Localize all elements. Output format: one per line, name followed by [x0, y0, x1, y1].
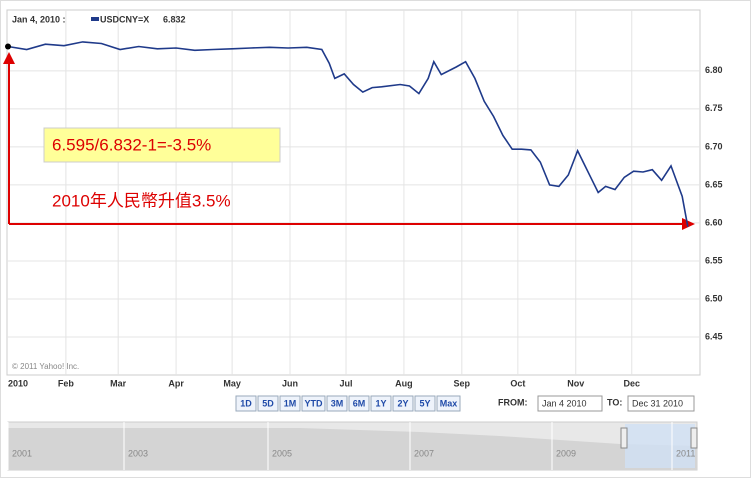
y-tick-label: 6.75: [705, 103, 723, 113]
x-tick-label: Dec: [624, 378, 641, 388]
x-tick-label: Sep: [454, 378, 471, 388]
range-button[interactable]: [235, 395, 257, 412]
navigator-window[interactable]: [625, 424, 695, 468]
navigator-year: 2005: [272, 448, 292, 458]
x-tick-label: Nov: [567, 378, 584, 388]
range-button[interactable]: [392, 395, 414, 412]
y-tick-label: 6.50: [705, 293, 723, 303]
copyright: © 2011 Yahoo! Inc.: [12, 362, 79, 371]
range-button[interactable]: [348, 395, 370, 412]
y-tick-label: 6.80: [705, 65, 723, 75]
y-tick-label: 6.55: [705, 255, 723, 265]
range-label: 1D: [240, 398, 252, 408]
navigator-handle[interactable]: [620, 427, 628, 449]
x-tick-label: May: [223, 378, 241, 388]
range-label: 2Y: [397, 398, 408, 408]
header-date: Jan 4, 2010 :: [12, 14, 66, 24]
y-tick-label: 6.60: [705, 217, 723, 227]
from-input[interactable]: [537, 395, 603, 412]
range-button[interactable]: [326, 395, 348, 412]
range-label: Max: [440, 398, 458, 408]
x-tick-label: Aug: [395, 378, 413, 388]
range-button[interactable]: [279, 395, 301, 412]
price-line: [7, 41, 689, 227]
x-tick-label: Jul: [340, 378, 353, 388]
navigator-year: 2009: [556, 448, 576, 458]
x-tick-label: Apr: [168, 378, 184, 388]
range-button[interactable]: [301, 395, 326, 412]
legend-value: 6.832: [163, 14, 186, 24]
navigator-year: 2001: [12, 448, 32, 458]
from-date: Jan 4 2010: [542, 398, 587, 408]
navigator-year: 2007: [414, 448, 434, 458]
from-label: FROM:: [498, 397, 528, 407]
to-date: Dec 31 2010: [632, 398, 683, 408]
annotation: 6.595/6.832-1=-3.5%: [52, 135, 211, 154]
y-tick-label: 6.65: [705, 179, 723, 189]
start-marker: [5, 43, 11, 50]
navigator-handle[interactable]: [690, 427, 698, 449]
y-tick-label: 6.45: [705, 331, 723, 341]
range-button[interactable]: [414, 395, 436, 412]
range-label: 6M: [353, 398, 366, 408]
legend-swatch: [91, 17, 99, 21]
annotation-box: [43, 127, 281, 163]
x-tick-label: 2010: [8, 378, 28, 388]
range-label: YTD: [305, 398, 324, 408]
range-label: 1M: [284, 398, 297, 408]
navigator-area: [8, 428, 697, 470]
to-label: TO:: [607, 397, 622, 407]
navigator-year: 2011: [676, 448, 695, 458]
x-tick-label: Oct: [510, 378, 525, 388]
legend-name: USDCNY=X: [100, 14, 149, 24]
range-button[interactable]: [257, 395, 279, 412]
range-button[interactable]: [436, 395, 461, 412]
to-input[interactable]: [627, 395, 695, 412]
arrows: [3, 52, 695, 230]
navigator-year: 2003: [128, 448, 148, 458]
annotation: 2010年人民幣升值3.5%: [52, 191, 231, 210]
x-tick-label: Mar: [110, 378, 127, 388]
range-label: 5Y: [419, 398, 430, 408]
range-label: 1Y: [375, 398, 386, 408]
range-label: 5D: [262, 398, 274, 408]
y-tick-label: 6.70: [705, 141, 723, 151]
x-tick-label: Jun: [282, 378, 298, 388]
range-button[interactable]: [370, 395, 392, 412]
x-tick-label: Feb: [58, 378, 75, 388]
range-label: 3M: [331, 398, 344, 408]
